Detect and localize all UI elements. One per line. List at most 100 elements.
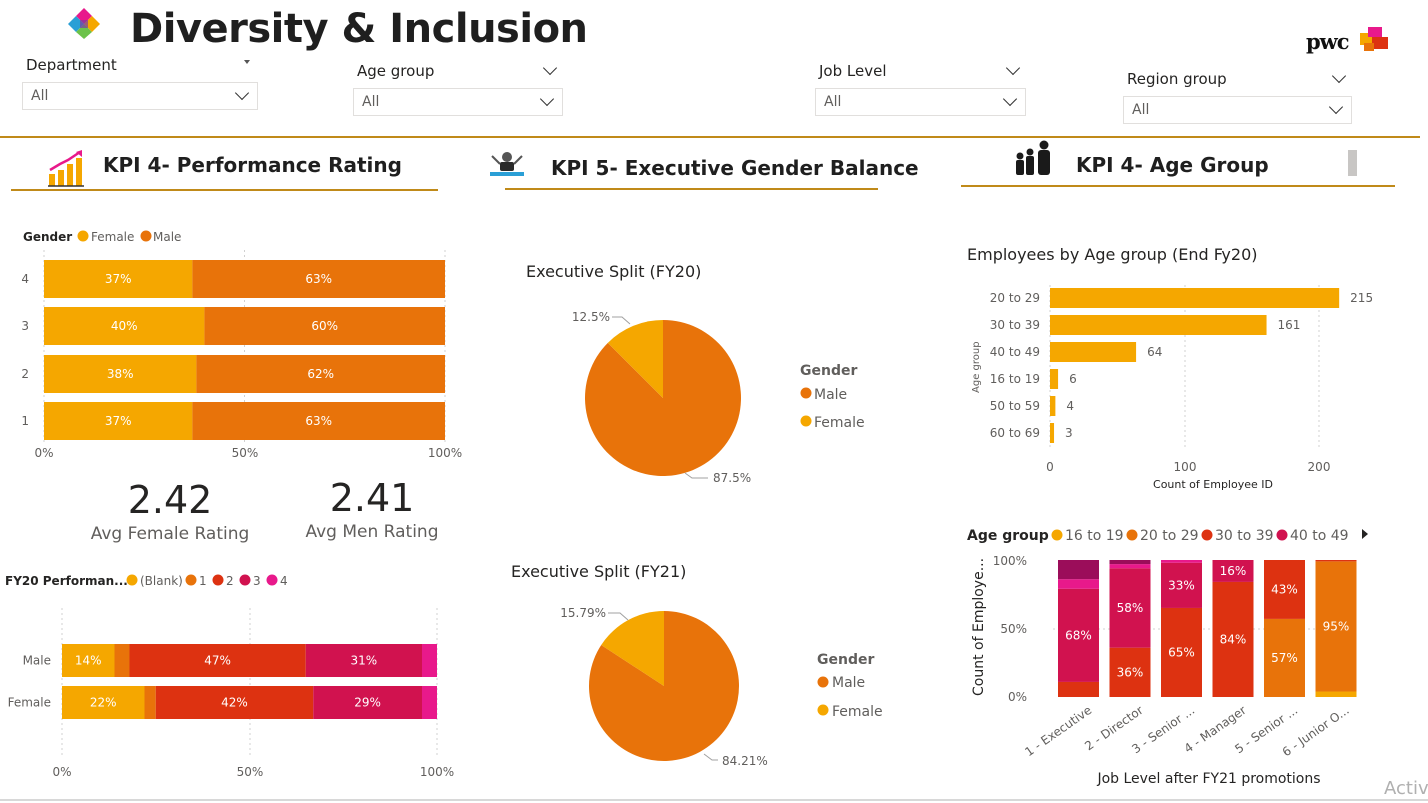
- chevron-down-icon[interactable]: [1331, 68, 1347, 84]
- y-tick: 20 to 29: [990, 291, 1040, 305]
- legend-item: 30 to 39: [1215, 528, 1274, 544]
- slicer-dropdown[interactable]: All: [22, 82, 258, 110]
- legend-female: Female: [832, 704, 883, 720]
- data-label: 95%: [1323, 619, 1350, 633]
- column-segment[interactable]: [1212, 581, 1254, 697]
- slicer-dropdown[interactable]: All: [1123, 96, 1352, 124]
- slicer-job-level[interactable]: Job Level All: [815, 60, 1026, 118]
- slicer-age-group[interactable]: Age group All: [353, 60, 563, 118]
- bar-segment[interactable]: [305, 644, 422, 677]
- bar-male[interactable]: [204, 307, 445, 345]
- bar-female[interactable]: [44, 307, 205, 345]
- column-segment[interactable]: [1058, 560, 1099, 580]
- column-segment[interactable]: [1161, 607, 1202, 697]
- bar-male[interactable]: [192, 260, 445, 298]
- chart-growth-icon: [46, 148, 86, 188]
- column-segment[interactable]: [1264, 560, 1305, 619]
- bar[interactable]: [1050, 288, 1340, 308]
- legend-dot: [1276, 529, 1288, 541]
- column-segment[interactable]: [1315, 560, 1357, 562]
- slicer-dropdown[interactable]: All: [815, 88, 1026, 116]
- avg-men-card: 2.41 Avg Men Rating: [272, 476, 472, 542]
- legend-dot-female: [817, 704, 829, 716]
- bar-segment[interactable]: [62, 686, 145, 719]
- bar-male[interactable]: [196, 355, 445, 393]
- column-segment[interactable]: [1212, 560, 1254, 582]
- column-segment[interactable]: [1058, 681, 1099, 697]
- chevron-down-icon[interactable]: [234, 85, 250, 101]
- legend-male: Male: [814, 387, 847, 403]
- legend-female: Female: [91, 230, 134, 244]
- x-tick: 100%: [420, 765, 454, 779]
- legend-3: 3: [253, 574, 261, 588]
- column-segment[interactable]: [1109, 568, 1151, 648]
- y-tick: 1: [21, 414, 29, 428]
- section-underline: [505, 188, 878, 190]
- column-segment[interactable]: [1264, 618, 1305, 697]
- bar[interactable]: [1050, 396, 1056, 416]
- x-tick: 0: [1046, 460, 1054, 474]
- y-axis-title: Age group: [971, 341, 982, 393]
- pwc-logo: pwc: [1306, 27, 1390, 57]
- pie-slice-female[interactable]: [601, 611, 664, 686]
- legend-next-icon[interactable]: [1362, 529, 1368, 539]
- bar[interactable]: [1050, 342, 1137, 362]
- data-label: 14%: [75, 654, 102, 668]
- column-segment[interactable]: [1109, 647, 1151, 697]
- chevron-down-icon[interactable]: [1002, 91, 1018, 107]
- column-segment[interactable]: [1058, 579, 1099, 589]
- pie-slice-female[interactable]: [607, 320, 663, 398]
- y-tick: 30 to 39: [990, 318, 1040, 332]
- legend-2: 2: [226, 574, 234, 588]
- legend-title: FY20 Performan...: [5, 574, 128, 588]
- legend-item: 40 to 49: [1290, 528, 1349, 544]
- data-label: 62%: [307, 367, 334, 381]
- data-label: 215: [1350, 291, 1373, 305]
- bar-segment[interactable]: [422, 644, 437, 677]
- x-tick: 50%: [237, 765, 264, 779]
- bar-female[interactable]: [44, 402, 193, 440]
- column-segment[interactable]: [1315, 691, 1357, 697]
- bar-segment[interactable]: [155, 686, 314, 719]
- bar-segment[interactable]: [422, 686, 437, 719]
- bar-female[interactable]: [44, 260, 193, 298]
- x-tick: 50%: [232, 446, 259, 460]
- chevron-down-icon[interactable]: [244, 60, 250, 64]
- fy20-performance-chart: FY20 Performan... (Blank) 1 2 3 4 Male 14…: [5, 574, 454, 779]
- bar[interactable]: [1050, 423, 1055, 443]
- scrollbar[interactable]: [1348, 150, 1357, 176]
- bar[interactable]: [1050, 315, 1267, 335]
- bar[interactable]: [1050, 369, 1059, 389]
- bar-segment[interactable]: [129, 644, 306, 677]
- y-tick: 3: [21, 319, 29, 333]
- chevron-down-icon[interactable]: [542, 60, 558, 76]
- y-tick: 0%: [1008, 690, 1027, 704]
- slicer-dropdown[interactable]: All: [353, 88, 563, 116]
- column-segment[interactable]: [1161, 560, 1202, 563]
- column-segment[interactable]: [1109, 564, 1151, 569]
- data-label: 3: [1065, 426, 1073, 440]
- bar-male[interactable]: [192, 402, 445, 440]
- bar-female[interactable]: [44, 355, 197, 393]
- section-underline: [11, 189, 438, 191]
- bar-segment[interactable]: [62, 644, 115, 677]
- job-level-chart: Age group 16 to 19 20 to 29 30 to 39 40 …: [967, 528, 1368, 787]
- bar-segment[interactable]: [313, 686, 422, 719]
- column-segment[interactable]: [1109, 560, 1151, 565]
- avg-female-label: Avg Female Rating: [90, 524, 250, 544]
- legend: Gender Female Male: [23, 230, 181, 244]
- slicer-region-group[interactable]: Region group All: [1123, 68, 1352, 126]
- bar-segment[interactable]: [114, 644, 130, 677]
- slicer-department[interactable]: Department All: [22, 56, 258, 112]
- column-segment[interactable]: [1315, 561, 1357, 692]
- column-segment[interactable]: [1058, 588, 1099, 682]
- avg-female-card: 2.42 Avg Female Rating: [70, 478, 270, 544]
- data-label: 6: [1069, 372, 1077, 386]
- avg-men-value: 2.41: [329, 476, 415, 520]
- chevron-down-icon[interactable]: [1328, 99, 1344, 115]
- column-segment[interactable]: [1161, 562, 1202, 608]
- chevron-down-icon[interactable]: [539, 91, 555, 107]
- bar-segment[interactable]: [144, 686, 156, 719]
- chevron-down-icon[interactable]: [1005, 60, 1021, 76]
- activation-watermark: Activ: [1384, 778, 1428, 799]
